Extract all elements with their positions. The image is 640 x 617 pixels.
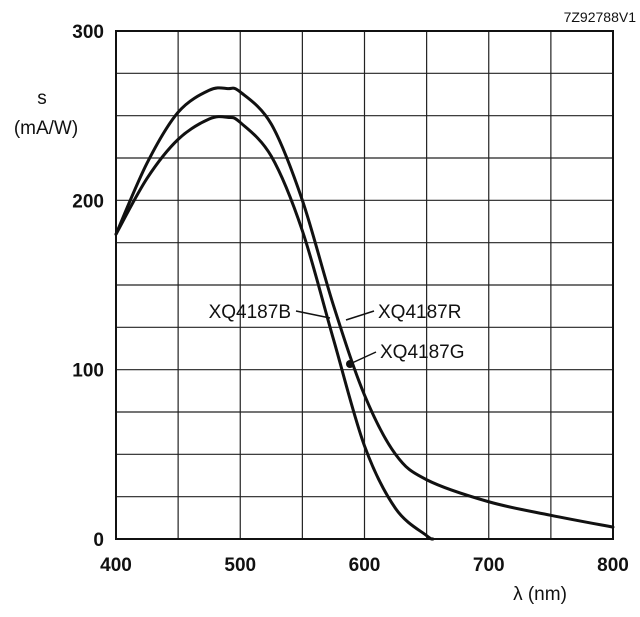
y-tick-label: 200 xyxy=(72,191,104,212)
tick-labels: 400 500 600 700 800 0 100 200 300 xyxy=(72,22,629,576)
leader-line-b xyxy=(295,310,331,319)
annotation-xq4187r: XQ4187R xyxy=(378,302,461,323)
y-tick-label: 300 xyxy=(72,22,104,43)
plot-frame xyxy=(115,30,614,540)
figure-code: 7Z92788V1 xyxy=(564,9,637,25)
series-curves xyxy=(114,86,615,541)
grid-lines xyxy=(116,31,613,539)
x-tick-label: 800 xyxy=(597,555,629,576)
x-tick-label: 700 xyxy=(473,555,505,576)
marker-dot-g xyxy=(346,360,354,368)
x-tick-label: 600 xyxy=(349,555,381,576)
series-line-xq4187b xyxy=(114,115,435,541)
x-tick-label: 400 xyxy=(100,555,132,576)
y-axis-symbol: s xyxy=(37,88,47,109)
x-axis-label: λ (nm) xyxy=(513,584,567,605)
series-line-xq4187r xyxy=(114,86,615,529)
annotation-xq4187b: XQ4187B xyxy=(209,302,291,323)
annotation-xq4187g: XQ4187G xyxy=(380,342,465,363)
leader-line-r xyxy=(345,310,375,321)
x-tick-label: 500 xyxy=(224,555,256,576)
series-annotations: XQ4187B XQ4187R XQ4187G xyxy=(209,302,465,368)
y-axis-unit: (mA/W) xyxy=(14,118,78,139)
y-tick-label: 100 xyxy=(72,361,104,382)
leader-line-g xyxy=(351,351,377,364)
y-tick-label: 0 xyxy=(93,530,104,551)
